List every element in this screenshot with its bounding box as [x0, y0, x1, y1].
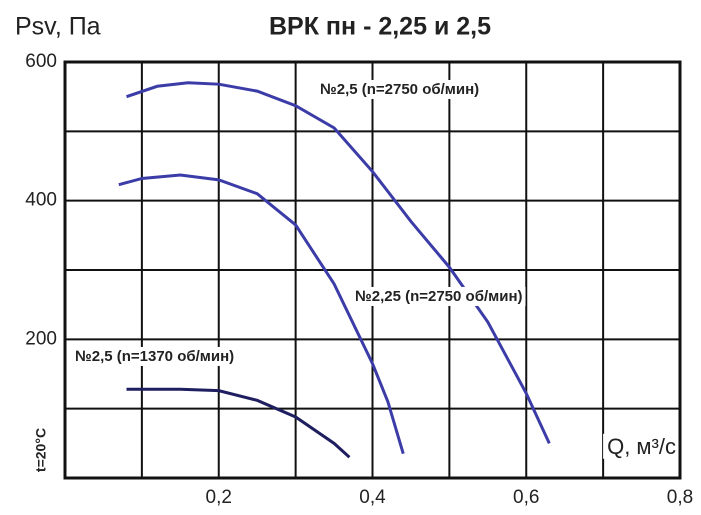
y-axis-label: Psv, Па — [15, 13, 101, 41]
x-tick-label: 0,2 — [206, 487, 232, 508]
x-tick-label: 0,6 — [513, 487, 539, 508]
series-line — [118, 173, 405, 455]
series-line — [126, 387, 351, 459]
label-background — [72, 346, 238, 366]
series-label: №2,25 (n=2750 об/мин) — [355, 288, 523, 305]
y-tick-label: 200 — [25, 328, 57, 349]
chart-title: ВРК пн - 2,25 и 2,5 — [269, 13, 491, 41]
annotation: t=20°C — [33, 428, 49, 472]
x-axis-label: Q, м³/с — [607, 434, 676, 459]
series-label: №2,5 (n=1370 об/мин) — [75, 348, 234, 365]
y-tick-label: 400 — [25, 190, 57, 211]
x-tick-label: 0,8 — [667, 487, 693, 508]
label-background — [603, 433, 678, 459]
x-tick-label: 0,4 — [359, 487, 386, 508]
y-tick-label: 600 — [25, 51, 57, 72]
label-background — [352, 286, 526, 306]
label-background — [317, 79, 483, 99]
series-label: №2,5 (n=2750 об/мин) — [320, 81, 479, 98]
series-line — [126, 81, 551, 444]
plot-frame — [63, 60, 682, 480]
